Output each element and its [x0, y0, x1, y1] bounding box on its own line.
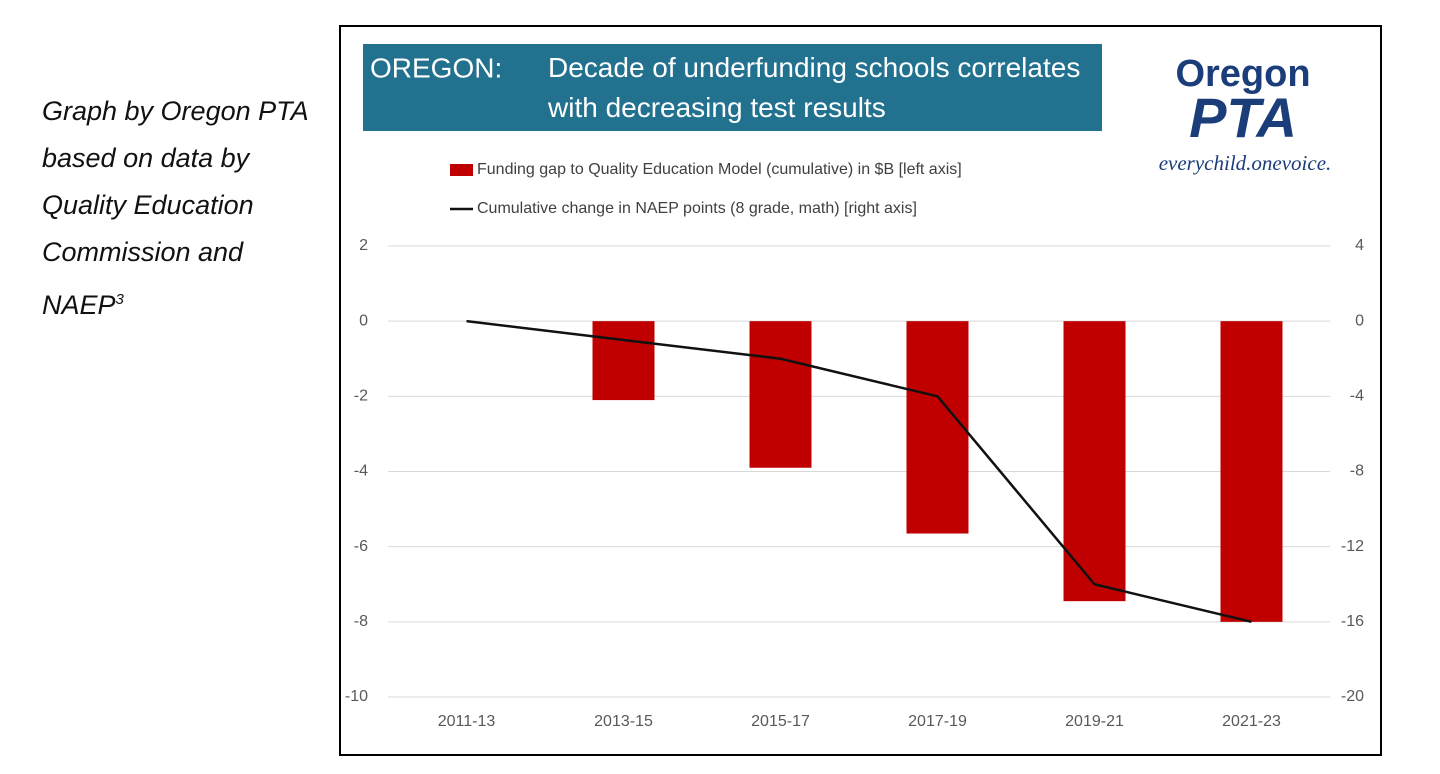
chart-frame: [339, 25, 1382, 756]
x-tick-label: 2017-19: [908, 713, 967, 730]
bar: [1220, 321, 1283, 622]
y-tick-label: 2: [359, 237, 368, 254]
y2-tick-label: 0: [1355, 312, 1364, 329]
y2-tick-label: -8: [1350, 463, 1364, 480]
y-tick-label: -6: [354, 538, 368, 555]
bar: [592, 321, 655, 401]
y-tick-label: 0: [359, 312, 368, 329]
legend-label: Funding gap to Quality Education Model (…: [477, 161, 962, 178]
footnote-mark: 3: [115, 291, 124, 308]
title-banner: [363, 44, 1102, 131]
bar: [906, 321, 969, 534]
title-label: OREGON:: [370, 52, 502, 83]
logo-org: PTA: [1189, 86, 1297, 149]
y2-tick-label: -4: [1350, 388, 1364, 405]
y2-tick-label: -20: [1341, 688, 1364, 705]
x-tick-label: 2013-15: [594, 713, 653, 730]
y2-tick-label: -16: [1341, 613, 1364, 630]
caption: Graph by Oregon PTA based on data by Qua…: [42, 88, 332, 329]
y2-tick-label: -12: [1341, 538, 1364, 555]
x-tick-label: 2015-17: [751, 713, 810, 730]
legend-swatch: [450, 164, 473, 176]
x-tick-label: 2021-23: [1222, 713, 1281, 730]
chart-title: Decade of underfunding schools correlate…: [548, 52, 1081, 123]
line: [466, 319, 1252, 624]
y-tick-label: -4: [354, 463, 368, 480]
logo-slogan: everychild.onevoice.: [1159, 151, 1332, 175]
legend-label: Cumulative change in NAEP points (8 grad…: [477, 200, 917, 217]
bar: [1063, 321, 1126, 602]
logo-name: Oregon: [1175, 53, 1310, 95]
y-tick-label: -10: [345, 688, 368, 705]
y-tick-label: -2: [354, 388, 368, 405]
bar: [749, 321, 812, 468]
x-tick-label: 2019-21: [1065, 713, 1124, 730]
y2-tick-label: 4: [1355, 237, 1364, 254]
caption-text: Graph by Oregon PTA based on data by Qua…: [42, 96, 308, 320]
y-tick-label: -8: [354, 613, 368, 630]
title-box: Decade of underfunding schools correlate…: [548, 52, 1081, 123]
x-tick-label: 2011-13: [438, 713, 496, 730]
